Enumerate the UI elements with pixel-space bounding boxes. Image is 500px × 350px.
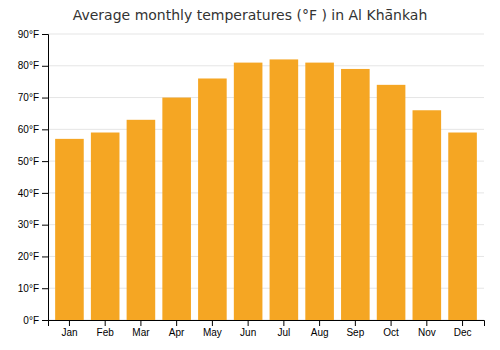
grid [48, 34, 484, 320]
x-tick-mark [462, 320, 463, 326]
x-tick-mark [426, 320, 427, 326]
chart: Average monthly temperatures (°F ) in Al… [0, 0, 500, 350]
bar [413, 110, 442, 320]
y-tick: 0°F [23, 315, 48, 326]
x-tick-label: Oct [383, 327, 399, 338]
y-tick-label: 0°F [23, 315, 39, 326]
y-tick-mark [42, 66, 48, 67]
x-tick-label: Sep [346, 327, 364, 338]
bar [127, 120, 156, 320]
y-axis-line [42, 35, 49, 321]
x-axis-line [49, 321, 485, 327]
y-tick-mark [42, 320, 48, 321]
x-tick-label: Nov [418, 327, 436, 338]
y-tick-label: 90°F [18, 29, 39, 40]
x-tick-label: Aug [311, 327, 329, 338]
bar [91, 133, 120, 320]
x-tick-mark [248, 320, 249, 326]
x-tick: Oct [383, 320, 399, 338]
bar [198, 78, 227, 320]
y-tick-mark [42, 161, 48, 162]
y-tick-label: 70°F [18, 92, 39, 103]
x-tick-mark [140, 320, 141, 326]
x-tick-label: Jul [277, 327, 290, 338]
x-tick-label: Dec [454, 327, 472, 338]
x-tick: Jan [61, 320, 77, 338]
y-tick-label: 10°F [18, 283, 39, 294]
x-tick: Jul [277, 320, 290, 338]
y-tick: 70°F [18, 92, 48, 103]
x-tick: Aug [311, 320, 329, 338]
x-tick-label: Feb [97, 327, 115, 338]
title: Average monthly temperatures (°F ) in Al… [73, 7, 428, 23]
x-tick-mark [319, 320, 320, 326]
grid-line [48, 34, 484, 35]
x-tick-label: Jun [240, 327, 256, 338]
y-tick-mark [42, 288, 48, 289]
y-tick-label: 40°F [18, 188, 39, 199]
y-tick: 30°F [18, 219, 48, 230]
x-tick-label: Jan [61, 327, 77, 338]
bar [234, 63, 263, 320]
x-tick: Feb [97, 320, 115, 338]
x-tick: Nov [418, 320, 436, 338]
y-tick: 20°F [18, 251, 48, 262]
bar [448, 133, 477, 320]
y-tick: 60°F [18, 124, 48, 135]
x-tick-mark [391, 320, 392, 326]
bars [55, 59, 477, 320]
y-tick: 50°F [18, 156, 48, 167]
x-tick-label: Apr [169, 327, 185, 338]
bar [305, 63, 334, 320]
x-tick-mark [355, 320, 356, 326]
bar [270, 59, 299, 320]
y-tick-label: 60°F [18, 124, 39, 135]
y-tick-label: 30°F [18, 219, 39, 230]
x-tick: May [203, 320, 222, 338]
x-tick-label: May [203, 327, 222, 338]
y-tick: 40°F [18, 188, 48, 199]
grid-line [48, 65, 484, 66]
plot: 0°F 10°F 20°F 30°F 40°F 50°F 60°F 70°F 80°F 90°F J… [18, 29, 485, 338]
grid-line [48, 97, 484, 98]
x-tick-mark [283, 320, 284, 326]
x-tick-mark [105, 320, 106, 326]
bar [55, 139, 84, 320]
x-tick-mark [176, 320, 177, 326]
bar [341, 69, 370, 320]
y-tick-mark [42, 256, 48, 257]
x-tick-mark [69, 320, 70, 326]
y-tick-mark [42, 193, 48, 194]
y-tick-mark [42, 225, 48, 226]
y-tick: 80°F [18, 60, 48, 71]
x-tick-label: Mar [132, 327, 150, 338]
y-tick-mark [42, 129, 48, 130]
x-tick: Dec [454, 320, 472, 338]
x-tick: Sep [346, 320, 364, 338]
y-tick-mark [42, 98, 48, 99]
y-tick-label: 50°F [18, 156, 39, 167]
y-tick: 10°F [18, 283, 48, 294]
x-tick: Apr [169, 320, 185, 338]
y-tick-label: 80°F [18, 60, 39, 71]
y-tick-label: 20°F [18, 251, 39, 262]
bar [377, 85, 406, 320]
x-tick: Jun [240, 320, 256, 338]
y-tick: 90°F [18, 29, 48, 40]
bar [162, 98, 191, 320]
x-axis: Jan Feb Mar Apr May Jun Jul Aug Sep Oct Nov Dec [49, 320, 485, 338]
y-axis: 0°F 10°F 20°F 30°F 40°F 50°F 60°F 70°F 80°F 90°F [18, 29, 49, 326]
x-tick-mark [212, 320, 213, 326]
x-tick: Mar [132, 320, 150, 338]
y-tick-mark [42, 34, 48, 35]
